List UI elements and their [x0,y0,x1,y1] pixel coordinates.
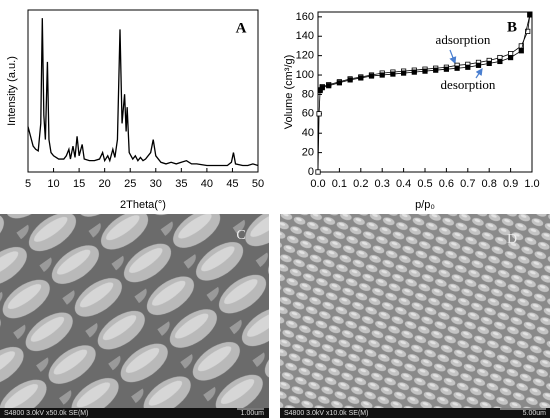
x-tick-label: 0.6 [439,178,454,190]
y-tick-label: 20 [302,147,314,159]
data-point [454,65,460,71]
info-bar [280,408,550,418]
data-point [347,77,353,83]
data-point [336,80,343,86]
data-point [326,83,332,89]
annotation: desorption [441,77,496,92]
y-tick-label: 160 [296,11,314,23]
panel-letter: D [507,232,517,247]
data-point [315,169,321,175]
sem-image [280,214,550,418]
plot-frame [317,11,533,173]
data-point [475,62,482,68]
x-axis-label: 2Theta(°) [120,199,166,211]
x-tick-label: 10 [47,178,59,190]
data-point [358,75,364,81]
sem-image-d: S4800 3.0kV x10.0k SE(M) 5.00um D [280,214,550,418]
x-tick-label: 0.5 [417,178,432,190]
x-tick-label: 5 [25,178,31,190]
data-point [518,48,524,54]
y-tick-label: 0 [308,166,314,178]
data-point [527,12,533,18]
data-point [486,60,492,66]
y-tick-label: 40 [302,127,314,139]
panel-letter: C [236,228,245,243]
y-tick-label: 80 [302,88,314,100]
x-tick-label: 0.4 [396,178,411,190]
sem-image [0,214,269,418]
panel-letter: A [236,20,247,36]
x-tick-label: 0.2 [353,178,368,190]
annotation-arrow [449,49,457,65]
x-tick-label: 0.3 [375,178,390,190]
y-tick-label: 60 [302,108,314,120]
sem-image-c: S4800 3.0kV x50.0k SE(M) 1.00um C [0,214,269,418]
x-tick-label: 30 [150,178,162,190]
y-tick-label: 140 [296,30,314,42]
data-point [390,71,396,77]
scale-label: 5.00um [523,410,547,417]
data-point [400,70,407,76]
data-point [433,67,439,73]
data-point [317,87,323,94]
panel-letter: B [507,19,517,35]
annotation: adsorption [436,32,491,47]
data-point [411,69,417,75]
x-tick-label: 50 [252,178,264,190]
y-axis-label: Volume (cm³/g) [283,55,295,130]
x-tick-label: 1.0 [524,178,539,190]
xrd-panel: A 2Theta(°) Intensity (a.u.) 5 10 15 20 25 30… [6,9,264,211]
annotation-arrow [475,68,483,79]
x-tick-label: 0.9 [503,178,518,190]
info-bar [0,408,269,418]
x-tick-label: 0.0 [310,178,325,190]
x-tick-label: 0.8 [482,178,497,190]
x-tick-label: 0.1 [332,178,347,190]
x-axis-label: p/p₀ [415,199,435,211]
data-line [27,18,259,167]
data-point [422,68,428,74]
x-tick-label: 25 [124,178,136,190]
x-tick-label: 40 [201,178,213,190]
data-point [507,54,514,61]
sem-caption: S4800 3.0kV x10.0k SE(M) [284,410,368,417]
data-point [518,43,524,49]
x-tick-label: 45 [226,178,238,190]
data-line [317,14,531,173]
x-tick-label: 0.7 [460,178,475,190]
sem-caption: S4800 3.0kV x50.0k SE(M) [4,410,88,417]
y-tick-label: 100 [296,69,314,81]
data-point [497,58,503,65]
data-point [379,72,385,78]
y-axis-label: Intensity (a.u.) [6,56,18,126]
isotherm-panel: B p/p₀ Volume (cm³/g) adsorption desorpt… [283,11,540,211]
x-tick-label: 20 [99,178,111,190]
scale-label: 1.00um [241,410,265,417]
plot-frame [27,9,259,173]
data-point [368,73,375,79]
y-tick-label: 120 [296,50,314,62]
x-tick-label: 35 [175,178,187,190]
x-tick-label: 15 [73,178,85,190]
data-point [443,66,450,72]
data-point [465,64,471,70]
data-point [316,111,322,117]
data-line [319,14,531,91]
